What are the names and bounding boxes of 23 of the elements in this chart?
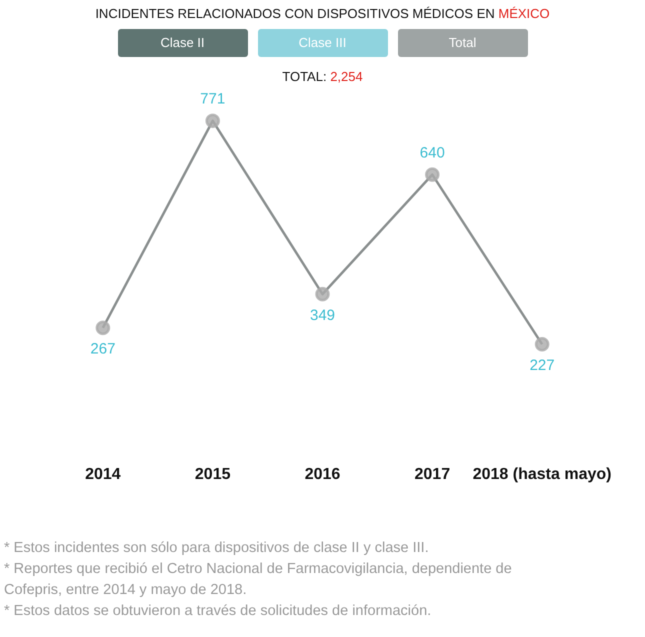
data-label: 227 [530, 356, 555, 374]
point [425, 167, 440, 182]
data-label: 267 [90, 340, 116, 358]
toggle-button: Clase II [118, 29, 248, 57]
point [315, 286, 330, 302]
text: * Reportes que recibió el Cetro Nacional de Farmacovigilancia, dependiente de Cofepris, entre 2014 y mayo de 2018. [4, 560, 513, 600]
x-tick-label: 2016 [304, 466, 340, 483]
data-label: 349 [310, 306, 336, 324]
point [96, 320, 110, 336]
toggle-button: Clase III [258, 29, 388, 57]
data-label: 771 [200, 90, 226, 108]
x-tick-label: 2015 [194, 466, 231, 483]
toggle-button: Total [398, 29, 528, 57]
chart-subtitle: TOTAL: 2,254 [282, 69, 363, 84]
x-tick-label: 2014 [85, 466, 121, 483]
text: * Estos datos se obtuvieron a través de solicitudes de información. [4, 602, 432, 621]
chart-title: INCIDENTES RELACIONADOS CON DISPOSITIVOS MÉDICOS EN MÉXICO [95, 6, 550, 21]
data-label: 640 [420, 144, 445, 162]
text: * Estos incidentes son sólo para dispositivos de clase II y clase III. [4, 539, 430, 558]
x-tick-label: 2017 [414, 466, 450, 483]
point [205, 114, 220, 128]
point [534, 337, 550, 352]
x-tick-label: 2018 (hasta mayo) [472, 466, 612, 483]
